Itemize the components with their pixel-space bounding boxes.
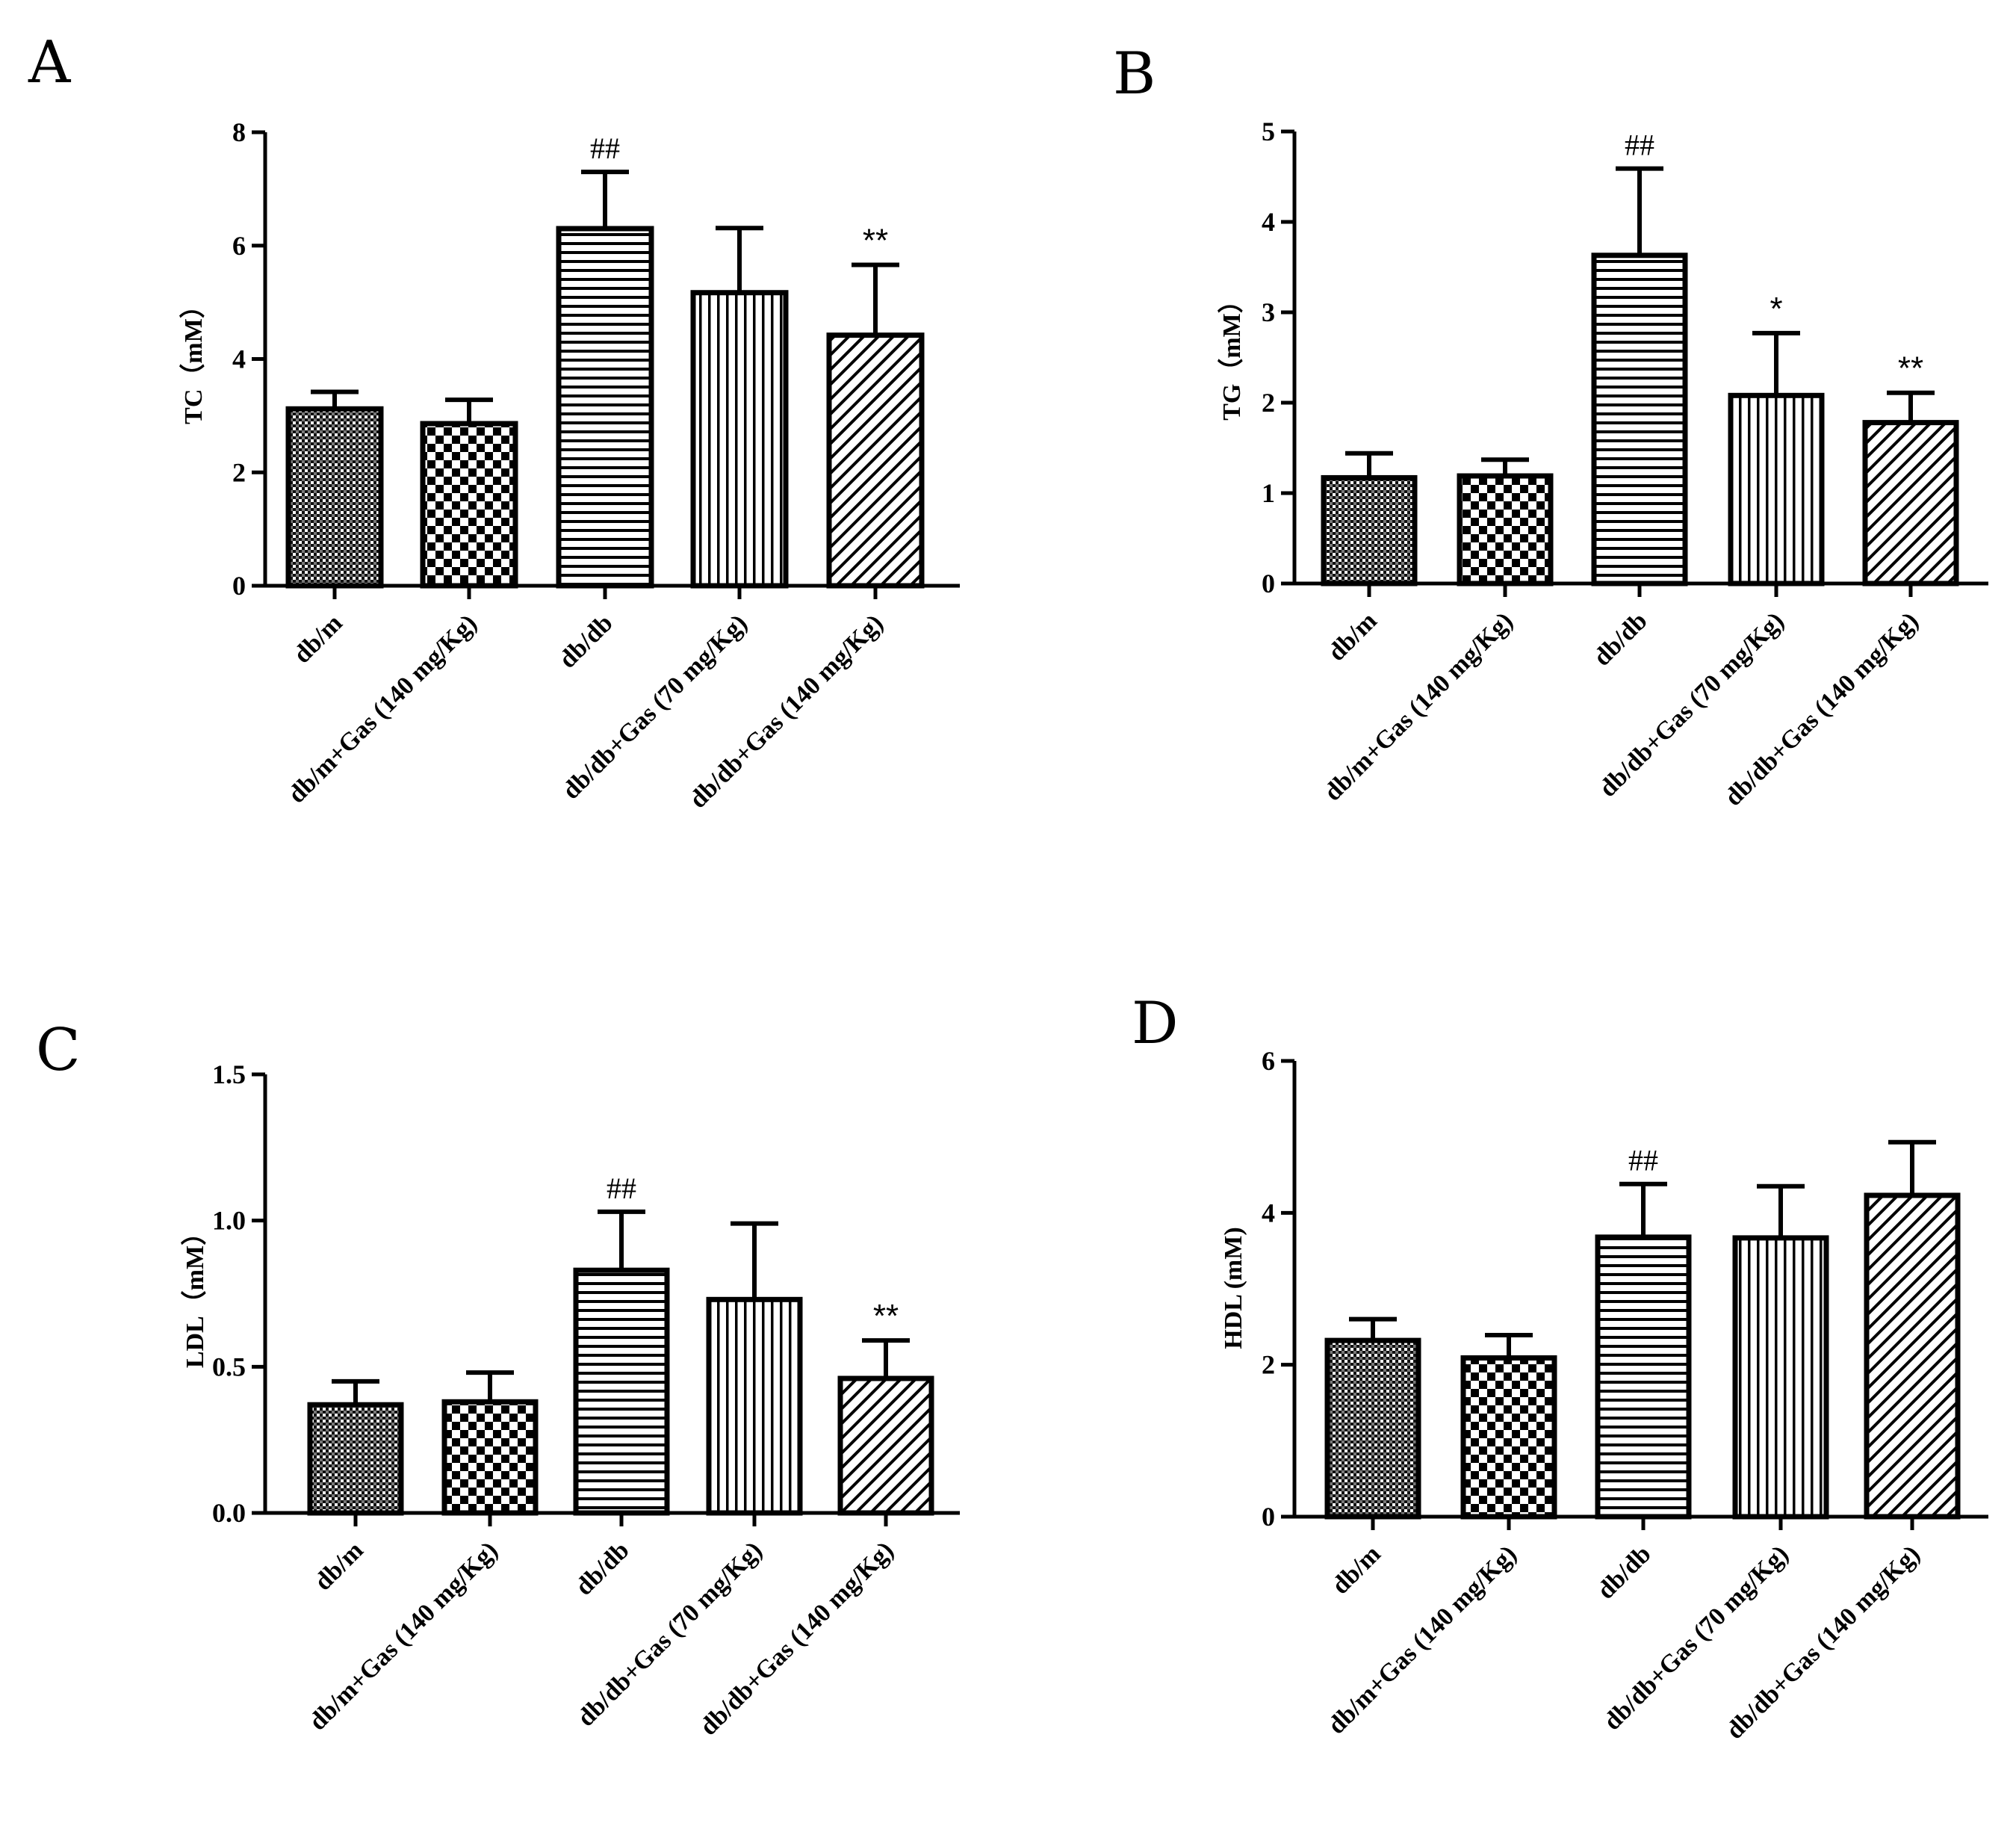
panel-letter: C xyxy=(36,1017,81,1084)
significance-mark: ## xyxy=(1625,129,1654,162)
y-tick-label: 0 xyxy=(232,571,246,601)
bar-4 xyxy=(690,290,789,589)
x-category-label: db/db xyxy=(1588,607,1652,671)
y-tick-label: 2 xyxy=(1262,1350,1275,1380)
panel-letter: D xyxy=(1132,990,1179,1057)
x-category-label: db/m xyxy=(1327,1540,1386,1600)
bar-1 xyxy=(1321,474,1418,586)
significance-mark: ** xyxy=(873,1298,899,1334)
bar-4 xyxy=(1728,392,1825,586)
y-tick-label: 8 xyxy=(232,117,246,147)
x-category-label: db/db xyxy=(570,1536,634,1600)
y-tick-label: 6 xyxy=(232,231,246,261)
panel-letter: A xyxy=(28,29,72,96)
bar-2 xyxy=(1460,1355,1557,1520)
bar-3 xyxy=(1591,253,1688,586)
x-category-label: db/db xyxy=(553,609,618,673)
y-tick-label: 1.0 xyxy=(212,1206,246,1236)
bar-5 xyxy=(1864,1192,1961,1520)
y-axis-title: TG（mM） xyxy=(1217,288,1246,421)
x-category-label: db/m xyxy=(309,1536,369,1596)
bar-3 xyxy=(1595,1234,1692,1520)
y-tick-label: 0 xyxy=(1262,569,1275,598)
bar-5 xyxy=(837,1375,934,1516)
panel-letter: B xyxy=(1113,40,1156,108)
x-category-label: db/m xyxy=(1323,607,1383,666)
y-tick-label: 2 xyxy=(1262,388,1275,418)
bar-3 xyxy=(556,226,654,589)
y-tick-label: 4 xyxy=(1262,207,1275,237)
y-tick-label: 4 xyxy=(232,344,246,374)
significance-mark: ** xyxy=(1898,350,1923,387)
y-tick-label: 5 xyxy=(1262,117,1275,146)
y-tick-label: 0.0 xyxy=(212,1498,246,1528)
significance-mark: ## xyxy=(607,1172,636,1205)
y-tick-label: 1.5 xyxy=(212,1059,246,1089)
bar-1 xyxy=(1324,1337,1421,1520)
bar-1 xyxy=(285,406,384,589)
significance-mark: ** xyxy=(863,223,888,259)
y-axis-title: TC（mM） xyxy=(179,293,208,424)
significance-mark: ## xyxy=(590,131,620,165)
significance-mark: ## xyxy=(1628,1144,1658,1177)
y-tick-label: 1 xyxy=(1262,478,1275,508)
bar-2 xyxy=(420,421,518,589)
y-tick-label: 3 xyxy=(1262,297,1275,327)
y-axis-title: HDL (mM) xyxy=(1220,1227,1247,1349)
bar-2 xyxy=(441,1399,539,1516)
y-tick-label: 6 xyxy=(1262,1046,1275,1076)
bar-2 xyxy=(1457,473,1554,586)
y-tick-label: 0.5 xyxy=(212,1352,246,1381)
bar-4 xyxy=(1732,1235,1829,1520)
bar-5 xyxy=(1862,420,1959,586)
y-tick-label: 4 xyxy=(1262,1198,1275,1228)
x-category-label: db/m xyxy=(288,609,348,669)
panel-C: C##**0.00.51.01.5db/mdb/m+Gas (140 mg/Kg… xyxy=(36,1017,960,1741)
x-category-label: db/db xyxy=(1592,1540,1656,1604)
y-tick-label: 0 xyxy=(1262,1502,1275,1532)
bar-5 xyxy=(826,332,925,589)
bar-4 xyxy=(706,1296,803,1516)
significance-mark: * xyxy=(1770,291,1782,327)
y-tick-label: 2 xyxy=(232,457,246,487)
bar-3 xyxy=(573,1267,670,1516)
y-axis-title: LDL（mM） xyxy=(180,1220,209,1368)
bar-1 xyxy=(307,1402,404,1516)
